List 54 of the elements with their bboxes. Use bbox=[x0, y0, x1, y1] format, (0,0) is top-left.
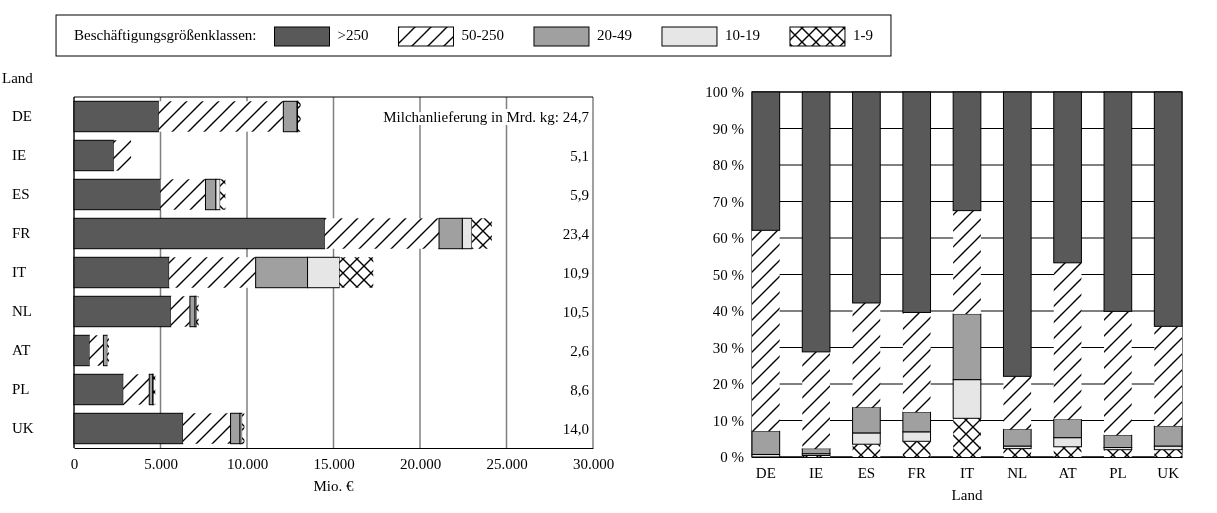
y-tick-label: 40 % bbox=[712, 303, 744, 320]
annotation: 5,9 bbox=[570, 186, 589, 203]
legend-title: Beschäftigungsgrößenklassen: bbox=[74, 27, 257, 43]
y-tick-label: DE bbox=[12, 108, 32, 125]
legend-label: 50-250 bbox=[461, 27, 504, 43]
y-tick-label: 70 % bbox=[712, 193, 744, 210]
y-axis-title: Land bbox=[2, 70, 34, 86]
x-axis-title: Mio. € bbox=[313, 478, 354, 494]
annotation: 23,4 bbox=[562, 225, 590, 242]
y-tick-label: 90 % bbox=[712, 120, 744, 137]
x-tick-label: 20.000 bbox=[399, 455, 442, 472]
x-tick-label: PL bbox=[1109, 464, 1127, 481]
y-tick-label: UK bbox=[12, 420, 34, 437]
x-tick-label: DE bbox=[755, 464, 776, 481]
y-tick-label: 50 % bbox=[712, 266, 744, 283]
y-tick-label: 60 % bbox=[712, 230, 744, 247]
x-tick-label: IE bbox=[809, 464, 824, 481]
legend-label: 10-19 bbox=[724, 27, 760, 43]
x-tick-label: 0 bbox=[70, 455, 79, 472]
annotation: 10,9 bbox=[562, 264, 589, 281]
annotation: 14,0 bbox=[562, 420, 589, 437]
y-tick-label: 0 % bbox=[720, 449, 744, 466]
x-tick-label: NL bbox=[1007, 464, 1028, 481]
y-tick-label: 30 % bbox=[712, 339, 744, 356]
x-tick-label: 15.000 bbox=[313, 455, 355, 472]
y-tick-label: 20 % bbox=[712, 376, 744, 393]
x-tick-label: 10.000 bbox=[226, 455, 269, 472]
y-tick-label: FR bbox=[12, 225, 31, 242]
y-tick-label: AT bbox=[12, 342, 31, 359]
y-tick-label: 80 % bbox=[712, 157, 744, 174]
annotation: 10,5 bbox=[562, 303, 589, 320]
annotation: 8,6 bbox=[570, 381, 590, 398]
x-tick-label: 5.000 bbox=[144, 455, 178, 472]
y-tick-label: IE bbox=[12, 147, 27, 164]
x-tick-label: FR bbox=[907, 464, 926, 481]
x-tick-label: 25.000 bbox=[486, 455, 528, 472]
x-tick-label: UK bbox=[1157, 464, 1180, 481]
y-tick-label: 100 % bbox=[705, 84, 744, 101]
annotation: Milchanlieferung in Mrd. kg: 24,7 bbox=[383, 108, 590, 125]
y-tick-label: ES bbox=[12, 186, 30, 203]
x-tick-label: ES bbox=[857, 464, 876, 481]
legend-label: >250 bbox=[337, 27, 369, 43]
y-tick-label: 10 % bbox=[712, 412, 744, 429]
y-tick-label: PL bbox=[12, 381, 30, 398]
y-tick-label: IT bbox=[12, 264, 27, 281]
x-tick-label: IT bbox=[959, 464, 975, 481]
legend-label: 1-9 bbox=[852, 27, 873, 43]
legend-label: 20-49 bbox=[596, 27, 632, 43]
x-tick-label: AT bbox=[1058, 464, 1077, 481]
y-tick-label: NL bbox=[12, 303, 32, 320]
annotation: 2,6 bbox=[570, 342, 590, 359]
annotation: 5,1 bbox=[570, 147, 589, 164]
x-tick-label: 30.000 bbox=[572, 455, 615, 472]
x-axis-title: Land bbox=[951, 487, 983, 503]
